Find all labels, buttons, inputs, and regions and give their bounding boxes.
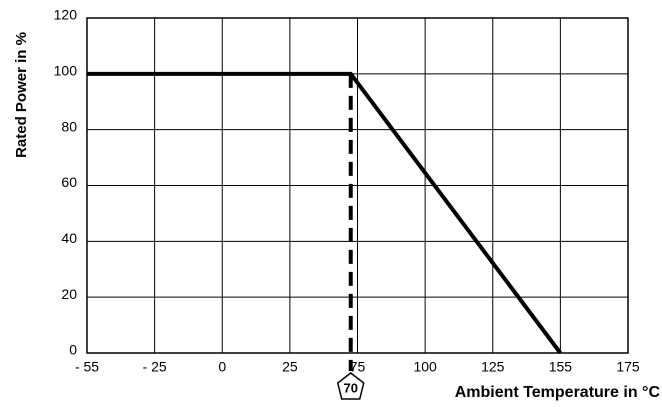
y-axis-label: Rated Power in % [13,32,30,158]
x-tick-label: 175 [616,359,640,375]
x-tick-label: 125 [481,359,505,375]
marker-label: 70 [344,380,358,395]
y-tick-label: 40 [61,230,77,246]
y-tick-label: 0 [69,342,77,358]
y-tick-label: 80 [61,118,77,134]
y-tick-label: 60 [61,174,77,190]
y-tick-label: 100 [54,63,78,79]
x-tick-label: - 25 [143,359,167,375]
y-tick-label: 120 [54,7,78,23]
plot-frame [86,17,629,354]
y-tick-label: 20 [61,286,77,302]
x-axis-label: Ambient Temperature in °C [455,384,661,401]
data-line [87,71,562,355]
x-tick-label: 25 [282,359,298,375]
x-tick-label: 100 [413,359,437,375]
x-tick-label: 75 [350,359,366,375]
x-tick-label: 155 [549,359,573,375]
marker-badge [336,372,365,400]
x-tick-label: 0 [218,359,226,375]
x-tick-label: - 55 [75,359,99,375]
